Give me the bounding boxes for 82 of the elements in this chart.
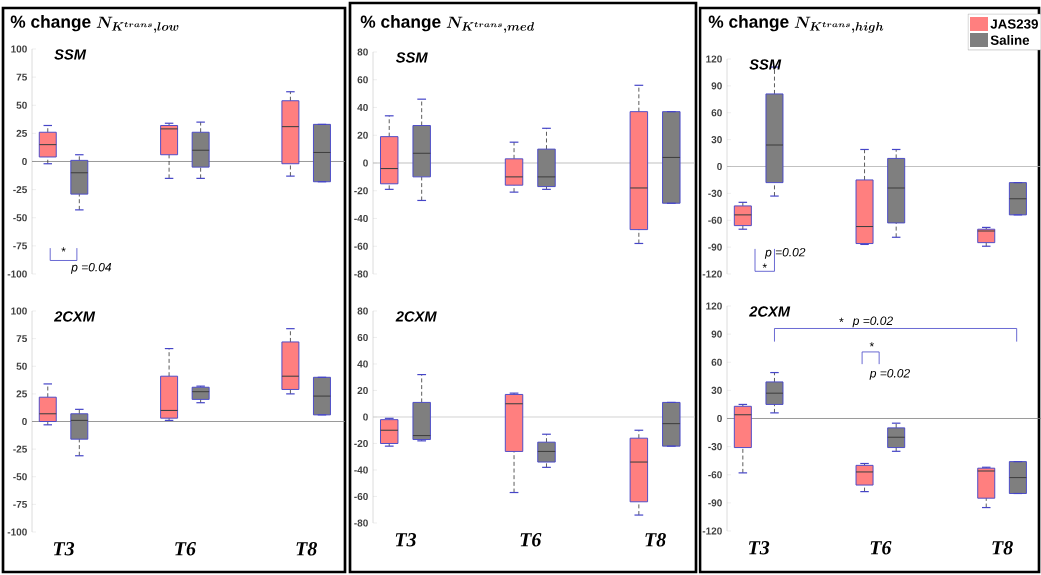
y-tick-label: 80 — [357, 48, 368, 56]
y-tick-label: -25 — [13, 445, 28, 453]
y-tick-label: 75 — [16, 73, 28, 81]
y-tick-label: 50 — [16, 362, 27, 370]
y-tick-label: -50 — [13, 214, 27, 222]
y-tick-label: -20 — [354, 187, 368, 195]
y-tick-label: -60 — [708, 216, 722, 224]
chart-subtitle: 2CXM — [53, 311, 96, 322]
x-tick-label: T6 — [520, 533, 542, 547]
annotation: * — [839, 317, 844, 323]
y-tick-label: -75 — [13, 242, 28, 250]
y-tick-label: 0 — [22, 417, 27, 426]
y-tick-label: 0 — [363, 413, 368, 421]
y-tick-label: 20 — [357, 386, 368, 395]
y-tick-label: -100 — [7, 528, 27, 536]
y-tick-label: -40 — [354, 214, 368, 223]
legend-label: Saline — [990, 35, 1030, 45]
y-tick-label: -60 — [354, 492, 368, 501]
y-tick-label: -75 — [13, 500, 28, 508]
annotation: p =0.02 — [764, 247, 806, 259]
chart-title: $\mbox{\% change}\ N_{K^{trans},med}$ — [360, 15, 535, 33]
annotation: p =0.02 — [852, 316, 893, 328]
y-tick-label: 90 — [711, 330, 722, 338]
chart-subtitle: 2CXM — [749, 306, 791, 317]
x-tick-label: T3 — [395, 533, 417, 547]
y-tick-label: 30 — [711, 136, 722, 144]
y-tick-label: -25 — [13, 186, 28, 194]
y-tick-label: -20 — [354, 439, 368, 448]
chart-title: $\mbox{\% change}\ N_{K^{trans},high}$ — [708, 15, 884, 33]
y-tick-label: 40 — [357, 103, 368, 112]
y-tick-label: 120 — [706, 55, 722, 63]
annotation: * — [869, 342, 874, 347]
chart-subtitle: SSM — [396, 52, 428, 63]
y-tick-label: -120 — [702, 270, 722, 278]
x-tick-label: T8 — [296, 542, 317, 556]
chart-subtitle: SSM — [749, 59, 782, 70]
x-tick-label: T6 — [175, 542, 196, 556]
y-tick-label: 0 — [717, 414, 722, 423]
y-tick-label: -60 — [708, 471, 722, 479]
y-tick-label: 25 — [16, 390, 28, 398]
y-tick-label: 90 — [711, 82, 722, 90]
x-tick-label: T8 — [992, 541, 1013, 555]
y-tick-label: 60 — [357, 76, 368, 84]
y-tick-label: 30 — [711, 386, 722, 394]
y-tick-label: -100 — [7, 270, 27, 278]
annotation: p =0.02 — [869, 368, 910, 380]
y-tick-label: 100 — [11, 45, 27, 53]
y-tick-label: 60 — [357, 333, 368, 342]
y-tick-label: 75 — [16, 335, 28, 343]
y-tick-label: -30 — [708, 443, 722, 451]
legend-label: JAS239 — [990, 19, 1038, 29]
y-tick-label: 0 — [22, 157, 27, 166]
y-tick-label: 80 — [357, 307, 368, 315]
annotation: p =0.04 — [70, 262, 112, 274]
y-tick-label: -80 — [354, 519, 368, 527]
y-tick-label: 120 — [706, 302, 722, 310]
y-tick-label: 60 — [711, 109, 722, 117]
chart-title: $\mbox{\% change}\ N_{K^{trans},low}$ — [10, 15, 179, 33]
y-tick-label: 20 — [357, 131, 368, 139]
chart-subtitle: SSM — [54, 49, 87, 60]
y-tick-label: 50 — [16, 101, 27, 109]
y-tick-label: -30 — [708, 189, 722, 197]
y-tick-label: -50 — [13, 473, 27, 481]
y-tick-label: -80 — [354, 270, 368, 278]
y-tick-label: -90 — [708, 243, 722, 251]
y-tick-label: -40 — [354, 466, 368, 474]
annotation: * — [61, 247, 66, 252]
y-tick-label: 25 — [16, 129, 28, 137]
y-tick-label: 100 — [11, 307, 27, 315]
x-tick-label: T3 — [53, 542, 75, 556]
x-tick-label: T8 — [645, 533, 666, 547]
y-tick-label: 0 — [717, 162, 722, 171]
annotation: * — [762, 263, 767, 268]
y-tick-label: -90 — [708, 499, 722, 507]
y-tick-label: 60 — [711, 358, 722, 366]
y-tick-label: 0 — [363, 159, 368, 167]
x-tick-label: T6 — [870, 541, 892, 555]
y-tick-label: -120 — [702, 527, 722, 535]
y-tick-label: 40 — [357, 360, 368, 368]
y-tick-label: -60 — [354, 242, 368, 250]
chart-subtitle: 2CXM — [395, 311, 437, 322]
x-tick-label: T3 — [749, 541, 770, 555]
